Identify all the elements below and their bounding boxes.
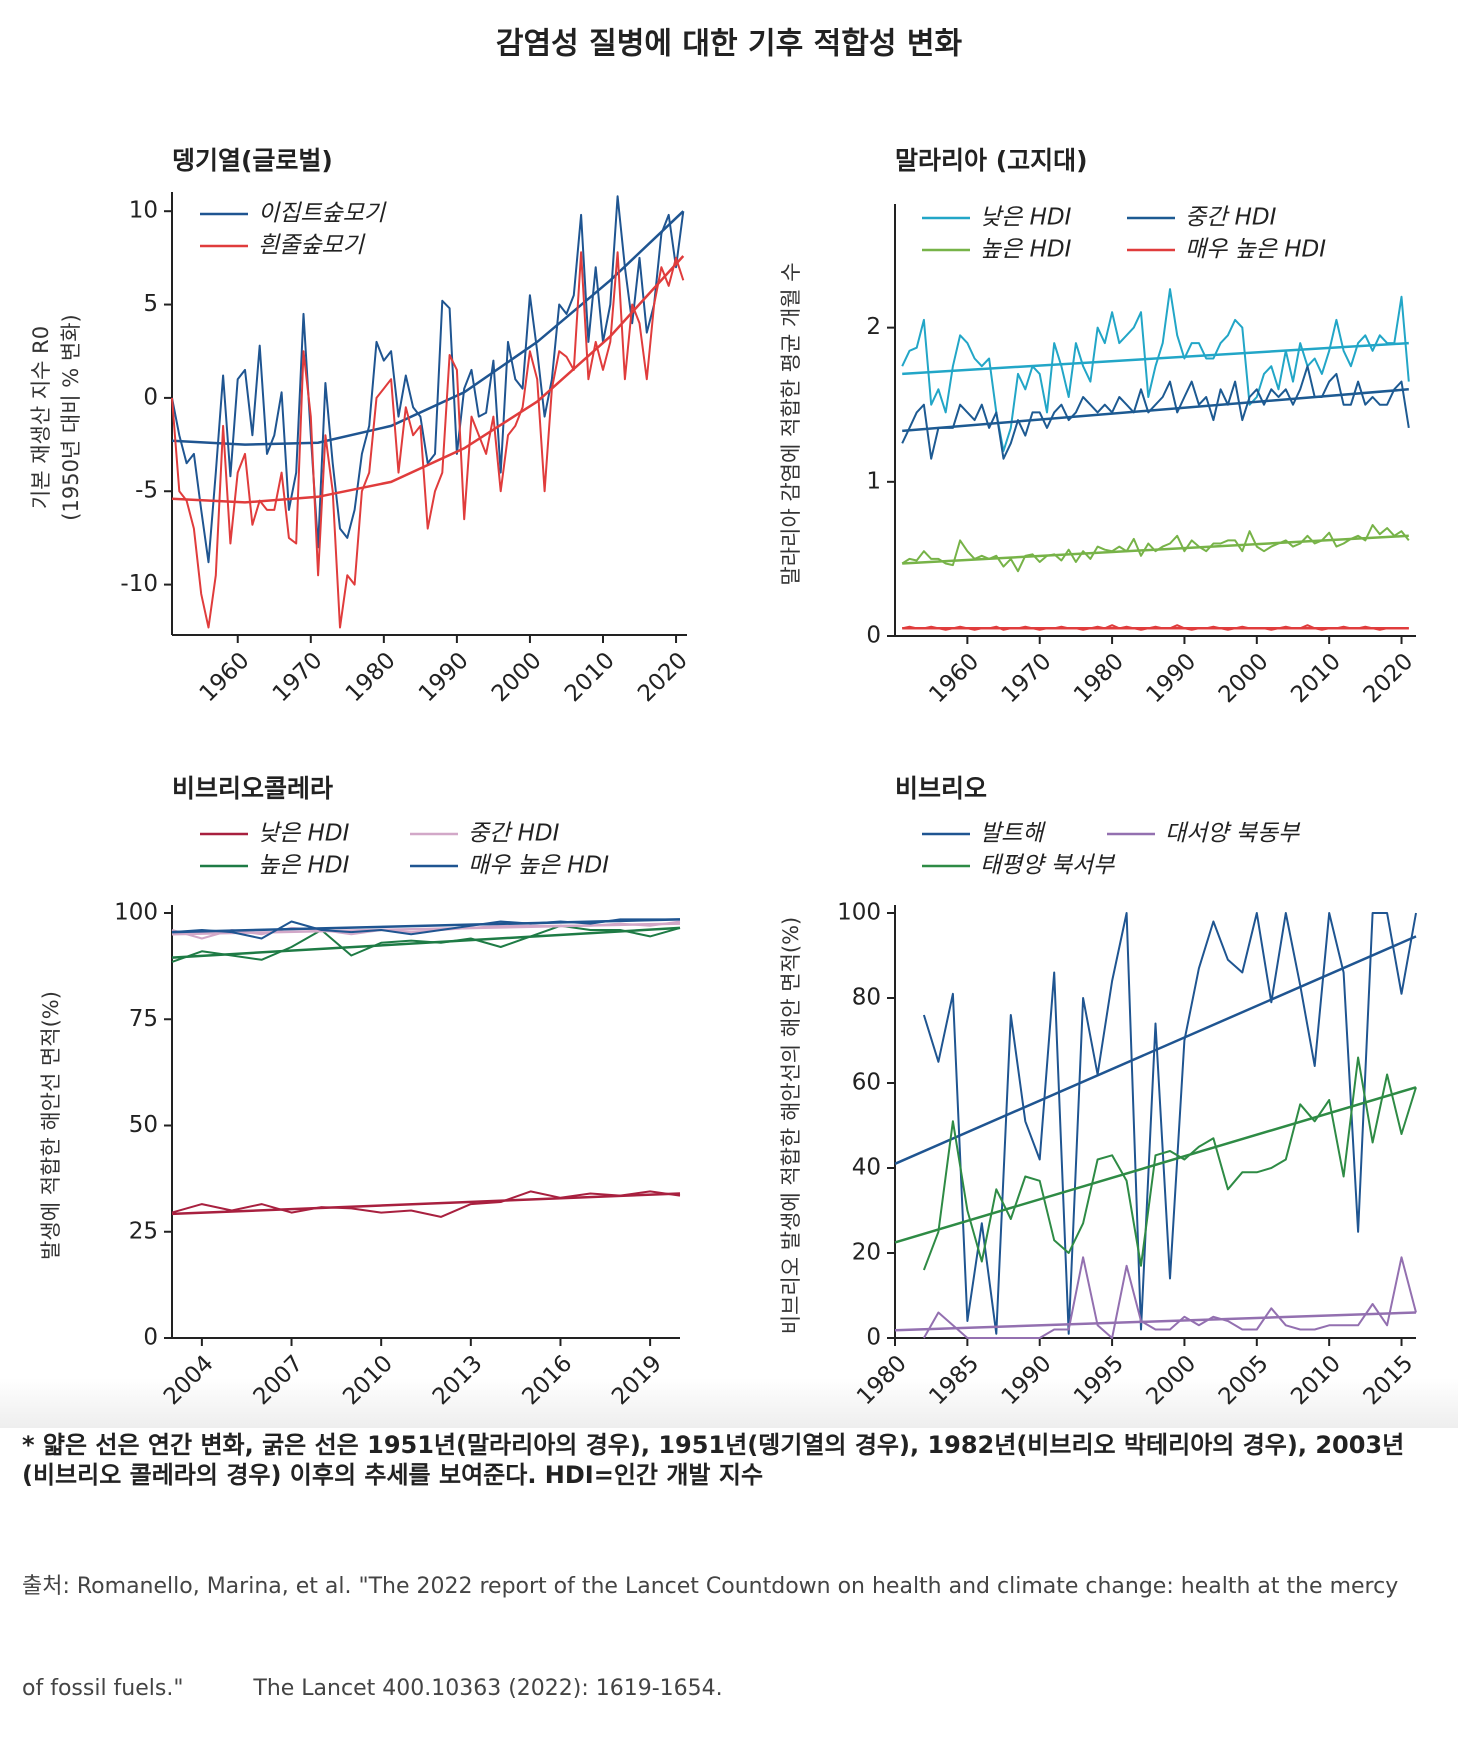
- trend-line: [171, 210, 685, 446]
- trend-line: [894, 1311, 1417, 1332]
- y-tick-label: 100: [114, 900, 158, 926]
- trend-line: [171, 255, 685, 504]
- legend-label: 대서양 북동부: [1165, 821, 1301, 847]
- y-tick-label: 5: [143, 291, 158, 317]
- x-tick-label: 2013: [428, 1350, 488, 1410]
- x-tick-label: 2020: [633, 647, 693, 707]
- trend-line: [894, 1086, 1417, 1244]
- x-tick-label: 2000: [1214, 648, 1274, 708]
- trend-line: [902, 341, 1409, 376]
- y-tick-label: 0: [866, 1325, 881, 1351]
- x-tick-label: 2005: [1214, 1350, 1274, 1410]
- source-line: of fossil fuels." The Lancet 400.10363 (…: [22, 1676, 723, 1701]
- legend-label: 태평양 북서부: [980, 853, 1116, 879]
- legend-label: 매우 높은 HDI: [468, 853, 609, 879]
- y-tick-label: 75: [129, 1006, 158, 1032]
- charts: 감염성 질병에 대한 기후 적합성 변화 뎅기열(글로벌) 기본 재생산 지수 R…: [29, 27, 1419, 1411]
- x-tick-label: 2010: [338, 1350, 398, 1410]
- x-tick-label: 2010: [1286, 648, 1346, 708]
- x-tick-label: 2010: [1286, 1350, 1346, 1410]
- x-tick-label: 1990: [414, 647, 474, 707]
- x-tick-label: 1990: [997, 1350, 1057, 1410]
- trend-line: [171, 922, 681, 936]
- y-tick-label: 25: [129, 1218, 158, 1244]
- x-tick-label: 1980: [341, 647, 401, 707]
- y-tick-label: -5: [135, 478, 158, 504]
- series-line: [922, 912, 1417, 1335]
- series-line: [923, 1256, 1417, 1339]
- x-tick-label: 2015: [1359, 1350, 1419, 1410]
- x-tick-label: 2000: [1141, 1350, 1201, 1410]
- trend-line: [171, 1192, 681, 1216]
- series-line: [171, 195, 685, 564]
- chart-title: 말라리아 (고지대): [895, 146, 1088, 175]
- source-line: 출처: Romanello, Marina, et al. "The 2022 …: [22, 1574, 1399, 1599]
- y-tick-label: -10: [120, 571, 158, 597]
- x-tick-label: 1960: [924, 648, 984, 708]
- legend-label: 중간 HDI: [1185, 205, 1277, 231]
- legend-label: 높은 HDI: [980, 237, 1072, 263]
- y-tick-label: 0: [866, 623, 881, 649]
- source: 출처: Romanello, Marina, et al. "The 2022 …: [22, 1502, 1452, 1740]
- y-tick-label: 1: [866, 468, 881, 494]
- x-tick-label: 2020: [1359, 648, 1419, 708]
- series-line: [901, 524, 1410, 573]
- footnote: * 얇은 선은 연간 변화, 굵은 선은 1951년(말라리아의 경우), 19…: [22, 1431, 1405, 1489]
- y-axis-label: 말라리아 감염에 적합한 평균 개월 수: [779, 262, 803, 585]
- series-line: [901, 365, 1410, 460]
- trend-line: [171, 918, 681, 934]
- x-tick-label: 2004: [159, 1350, 219, 1410]
- x-tick-label: 2000: [487, 647, 547, 707]
- legend-label: 매우 높은 HDI: [1185, 237, 1326, 263]
- chart-title: 뎅기열(글로벌): [172, 146, 333, 175]
- x-tick-label: 1980: [852, 1350, 912, 1410]
- series-line: [922, 1056, 1417, 1271]
- y-axis-label: 비브리오 발생에 적합한 해안선의 해안 면적(%): [779, 917, 803, 1334]
- y-tick-label: 100: [837, 900, 881, 926]
- x-tick-label: 1985: [924, 1350, 984, 1410]
- series-line: [171, 918, 680, 940]
- y-tick-label: 2: [866, 314, 881, 340]
- y-axis-label: 발생에 적합한 해안선 면적(%): [39, 991, 63, 1260]
- chart-title: 비브리오: [895, 774, 987, 803]
- x-tick-label: 2019: [607, 1350, 667, 1410]
- x-tick-label: 1980: [1069, 648, 1129, 708]
- series-line: [171, 251, 685, 629]
- legend-label: 낮은 HDI: [980, 205, 1072, 231]
- legend-label: 낮은 HDI: [258, 821, 350, 847]
- x-tick-label: 2007: [249, 1350, 309, 1410]
- trend-line: [894, 935, 1417, 1165]
- y-axis-label: (1950년 대비 % 변화): [59, 314, 83, 520]
- page: 감염성 질병에 대한 기후 적합성 변화 뎅기열(글로벌) 기본 재생산 지수 R…: [0, 26, 1458, 1701]
- y-tick-label: 80: [852, 985, 881, 1011]
- x-tick-label: 1990: [1141, 648, 1201, 708]
- background-band: [0, 1378, 1458, 1428]
- x-tick-label: 2016: [518, 1350, 578, 1410]
- legend-label: 높은 HDI: [258, 853, 350, 879]
- main-title: 감염성 질병에 대한 기후 적합성 변화: [496, 27, 963, 62]
- legend-label: 이집트숲모기: [258, 201, 387, 227]
- legend-label: 흰줄숲모기: [258, 233, 366, 259]
- legend-label: 발트해: [980, 821, 1046, 847]
- series-line: [171, 1190, 681, 1218]
- trend-line: [902, 388, 1409, 433]
- legend-label: 중간 HDI: [468, 821, 560, 847]
- trend-line: [902, 534, 1409, 565]
- y-tick-label: 0: [143, 384, 158, 410]
- x-tick-label: 1970: [997, 648, 1057, 708]
- y-tick-label: 50: [129, 1112, 158, 1138]
- series-line: [901, 288, 1410, 452]
- y-tick-label: 60: [852, 1070, 881, 1096]
- y-tick-label: 20: [852, 1240, 881, 1266]
- y-tick-label: 0: [143, 1325, 158, 1351]
- y-tick-label: 40: [852, 1155, 881, 1181]
- y-axis-label: 기본 재생산 지수 R0: [29, 326, 53, 509]
- x-tick-label: 2010: [560, 647, 620, 707]
- x-tick-label: 1970: [268, 647, 328, 707]
- chart-title: 비브리오콜레라: [172, 774, 333, 803]
- y-tick-label: 10: [129, 198, 158, 224]
- x-tick-label: 1995: [1069, 1350, 1129, 1410]
- x-tick-label: 1960: [195, 647, 255, 707]
- trend-line: [171, 926, 681, 959]
